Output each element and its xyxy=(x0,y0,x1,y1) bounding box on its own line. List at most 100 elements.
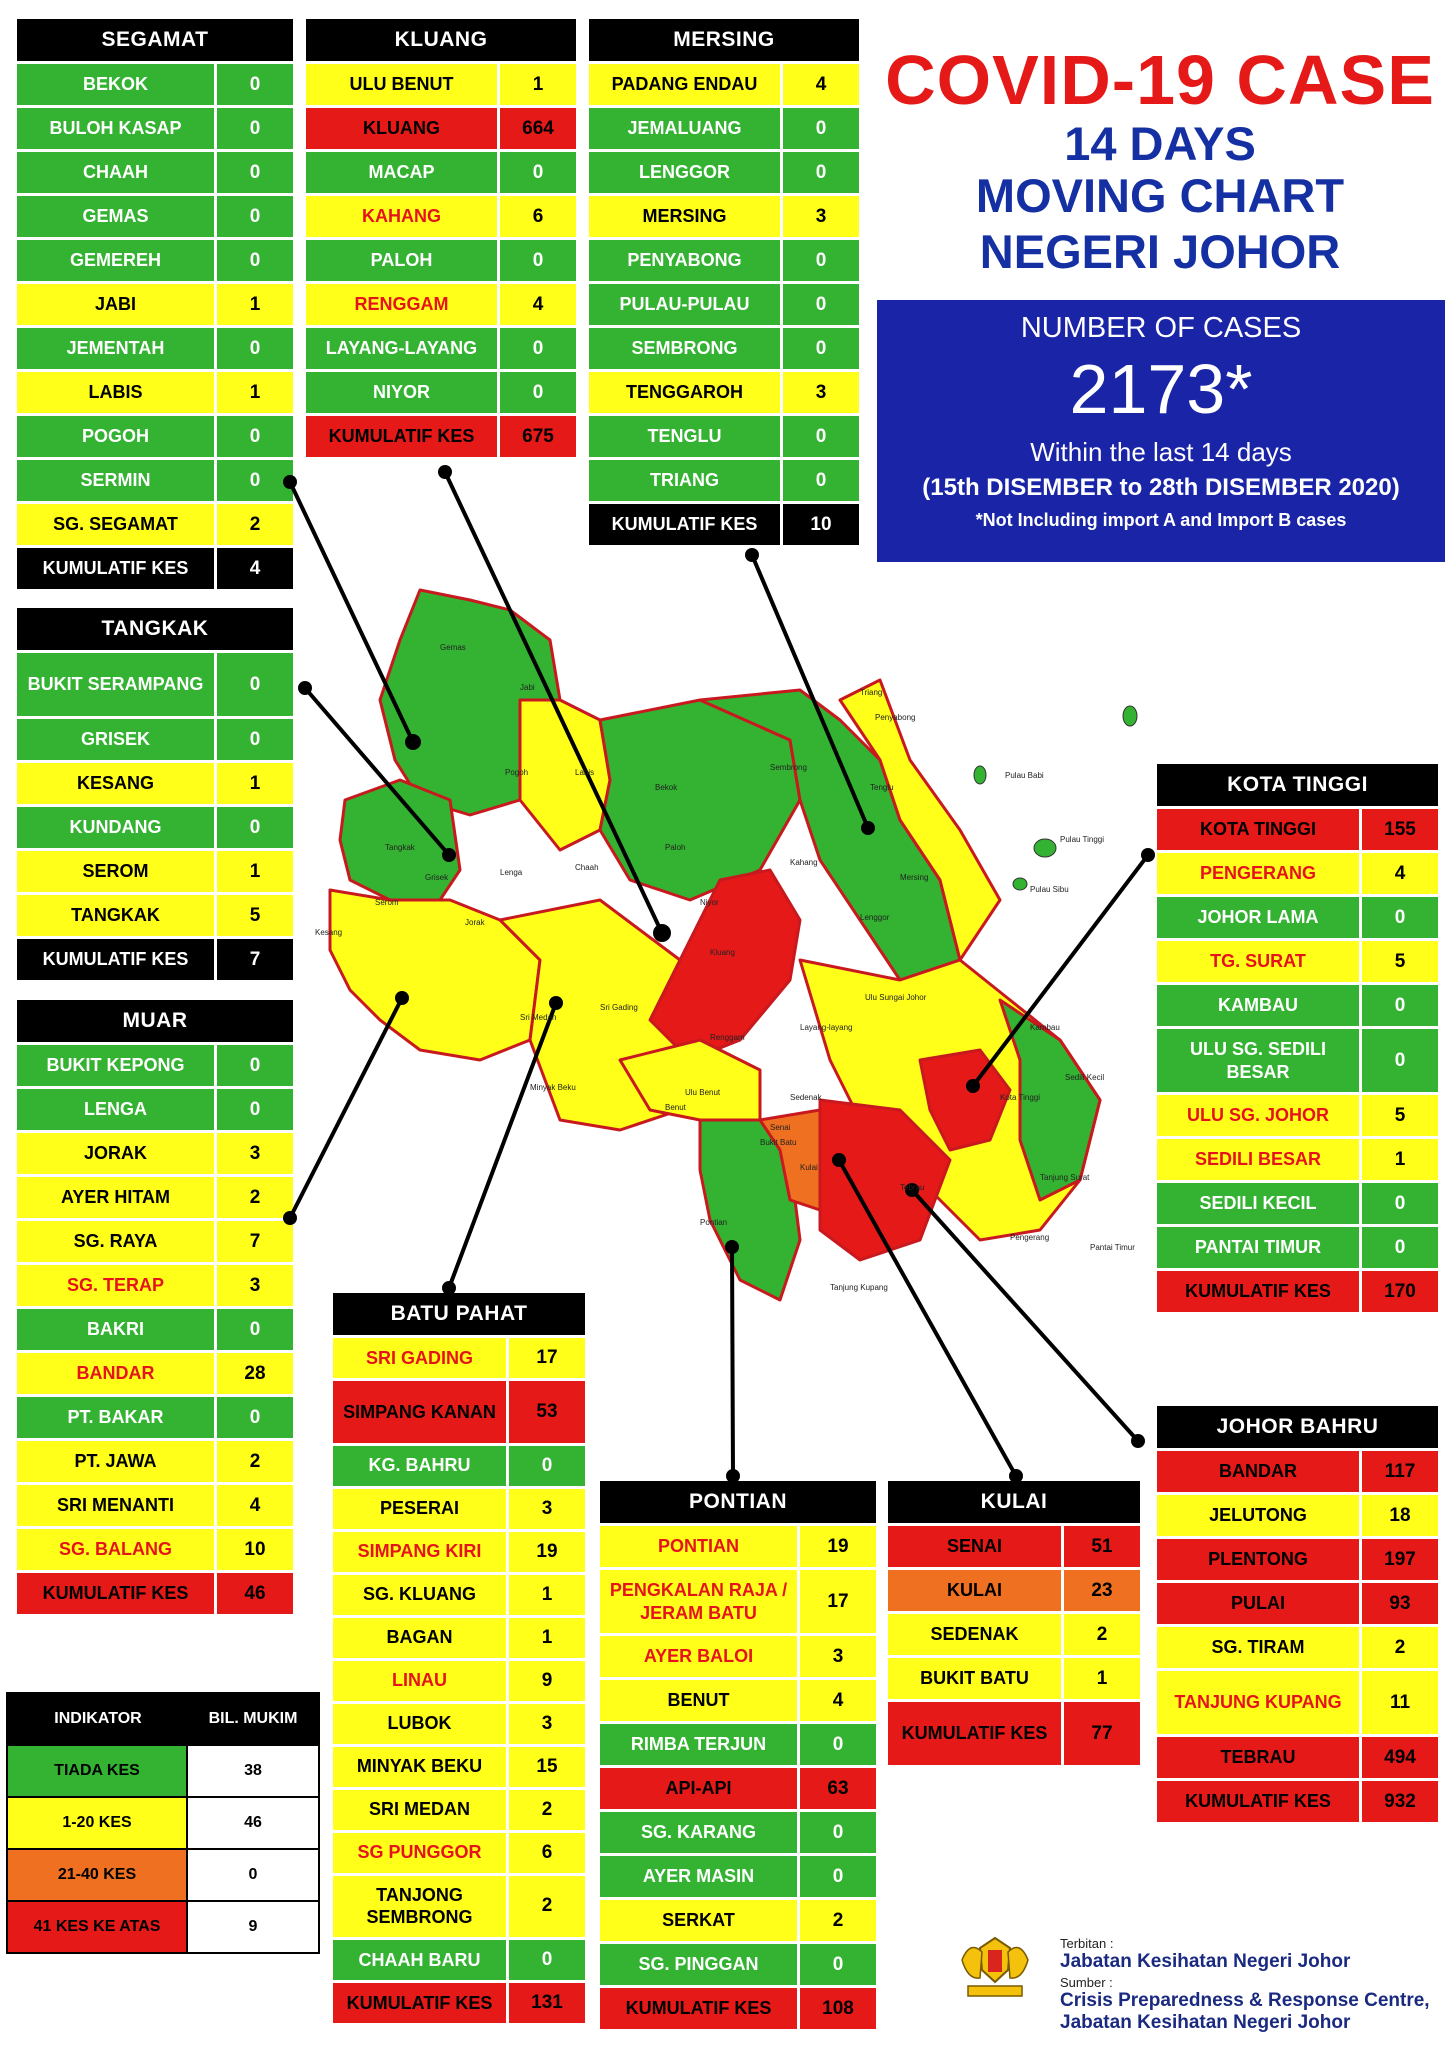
credit-block: Terbitan : Jabatan Kesihatan Negeri Joho… xyxy=(1060,1936,1430,2034)
case-count: 6 xyxy=(532,205,544,227)
case-count: 170 xyxy=(1384,1280,1416,1302)
legend-row: 1-20 KES 46 xyxy=(8,1796,318,1848)
case-count: 63 xyxy=(827,1777,849,1799)
mukim-row: POGOH 0 xyxy=(17,413,293,457)
case-count: 0 xyxy=(249,205,261,227)
mukim-row: PALOH 0 xyxy=(306,237,576,281)
mukim-row: JEMALUANG 0 xyxy=(589,105,859,149)
mukim-row: SENAI 51 xyxy=(888,1523,1140,1567)
mukim-row: AYER BALOI 3 xyxy=(600,1633,876,1677)
map-region-mersing xyxy=(698,688,962,982)
mukim-name: MINYAK BEKU xyxy=(333,1746,509,1787)
cumulative-row: KUMULATIF KES 170 xyxy=(1157,1268,1438,1312)
mukim-name: SRI MENANTI xyxy=(17,1485,217,1526)
case-count: 4 xyxy=(532,293,544,315)
mukim-name: SG. BALANG xyxy=(17,1529,217,1570)
mukim-row: BUKIT SERAMPANG 0 xyxy=(17,650,293,716)
mukim-row: ULU SG. SEDILI BESAR 0 xyxy=(1157,1026,1438,1092)
mukim-name: KUMULATIF KES xyxy=(17,1573,217,1614)
case-count: 3 xyxy=(815,205,827,227)
mukim-name: GRISEK xyxy=(17,719,217,760)
mukim-row: SG. PINGGAN 0 xyxy=(600,1941,876,1985)
map-label: Kesang xyxy=(315,928,342,937)
mukim-name: SG. RAYA xyxy=(17,1221,217,1262)
case-count: 0 xyxy=(815,469,827,491)
mukim-row: SG. KARANG 0 xyxy=(600,1809,876,1853)
mukim-row: LAYANG-LAYANG 0 xyxy=(306,325,576,369)
case-count: 53 xyxy=(536,1400,558,1422)
mukim-row: GEMEREH 0 xyxy=(17,237,293,281)
mukim-name: PENGKALAN RAJA / JERAM BATU xyxy=(600,1570,800,1633)
case-count: 4 xyxy=(1394,862,1406,884)
district-title: SEGAMAT xyxy=(17,19,293,61)
mukim-name: SEDILI BESAR xyxy=(1157,1139,1362,1180)
case-count: 1 xyxy=(249,381,261,403)
mukim-row: MINYAK BEKU 15 xyxy=(333,1743,585,1787)
case-count: 1 xyxy=(1096,1667,1108,1689)
mukim-row: GEMAS 0 xyxy=(17,193,293,237)
connector-segamat xyxy=(288,481,415,743)
district-title: JOHOR BAHRU xyxy=(1157,1406,1438,1448)
cumulative-row: KUMULATIF KES 932 xyxy=(1157,1778,1438,1822)
mukim-row: BEKOK 0 xyxy=(17,61,293,105)
mukim-row: PANTAI TIMUR 0 xyxy=(1157,1224,1438,1268)
mukim-row: PENGKALAN RAJA / JERAM BATU 17 xyxy=(600,1567,876,1633)
mukim-name: POGOH xyxy=(17,416,217,457)
legend-label: TIADA KES xyxy=(8,1746,186,1796)
mukim-row: JELUTONG 18 xyxy=(1157,1492,1438,1536)
map-region-segamat xyxy=(378,588,562,817)
mukim-name: SRI GADING xyxy=(333,1338,509,1378)
mukim-name: PT. BAKAR xyxy=(17,1397,217,1438)
mukim-name: GEMAS xyxy=(17,196,217,237)
pin-pontian-map xyxy=(725,1240,739,1254)
case-count: 51 xyxy=(1091,1535,1113,1557)
map-label: Pontian xyxy=(700,1218,727,1227)
case-count: 664 xyxy=(522,117,554,139)
case-count: 3 xyxy=(832,1645,844,1667)
mukim-name: KUMULATIF KES xyxy=(306,416,500,457)
case-count: 0 xyxy=(532,381,544,403)
case-count: 6 xyxy=(541,1841,553,1863)
case-count: 0 xyxy=(249,673,261,695)
case-count: 2 xyxy=(249,513,261,535)
connector-mersing xyxy=(750,554,870,829)
mukim-row: PLENTONG 197 xyxy=(1157,1536,1438,1580)
connector-tangkak xyxy=(303,686,451,857)
pin-tangkak-map xyxy=(442,848,456,862)
case-count: 2 xyxy=(541,1798,553,1820)
map-label: Pantai Timur xyxy=(1090,1243,1135,1252)
case-count: 0 xyxy=(815,161,827,183)
map-label: Pulau Tinggi xyxy=(1060,835,1104,844)
mukim-row: TANJONG SEMBRONG 2 xyxy=(333,1872,585,1937)
map-label: Ulu Sungai Johor xyxy=(865,993,927,1002)
mukim-name: BAGAN xyxy=(333,1617,509,1658)
legend-header-indicator: INDIKATOR xyxy=(54,1710,142,1727)
mukim-row: PT. BAKAR 0 xyxy=(17,1394,293,1438)
legend-count: 0 xyxy=(186,1850,318,1900)
case-count: 4 xyxy=(249,1494,261,1516)
mukim-row: JEMENTAH 0 xyxy=(17,325,293,369)
case-count: 46 xyxy=(244,1582,266,1604)
mukim-name: PENYABONG xyxy=(589,240,783,281)
case-count: 28 xyxy=(244,1362,266,1384)
mukim-row: SEDILI BESAR 1 xyxy=(1157,1136,1438,1180)
mukim-row: SG. TERAP 3 xyxy=(17,1262,293,1306)
legend-count: 46 xyxy=(186,1798,318,1848)
map-label: Minyak Beku xyxy=(530,1083,576,1092)
subtitle-line-3: NEGERI JOHOR xyxy=(979,225,1341,278)
mukim-name: BULOH KASAP xyxy=(17,108,217,149)
mukim-row: SG. KLUANG 1 xyxy=(333,1571,585,1615)
case-count: 0 xyxy=(249,249,261,271)
mukim-name: KUMULATIF KES xyxy=(600,1988,800,2029)
pin-johor-bahru xyxy=(1131,1434,1145,1448)
pin-batu-pahat-map xyxy=(549,996,563,1010)
district-title: KOTA TINGGI xyxy=(1157,764,1438,806)
mukim-name: CHAAH BARU xyxy=(333,1940,509,1980)
crest-logo xyxy=(950,1930,1040,2008)
mukim-row: KAHANG 6 xyxy=(306,193,576,237)
case-count: 77 xyxy=(1091,1722,1113,1744)
mukim-row: PADANG ENDAU 4 xyxy=(589,61,859,105)
mukim-row: BAKRI 0 xyxy=(17,1306,293,1350)
mukim-row: JORAK 3 xyxy=(17,1130,293,1174)
map-label: Pulau Sibu xyxy=(1030,885,1069,894)
